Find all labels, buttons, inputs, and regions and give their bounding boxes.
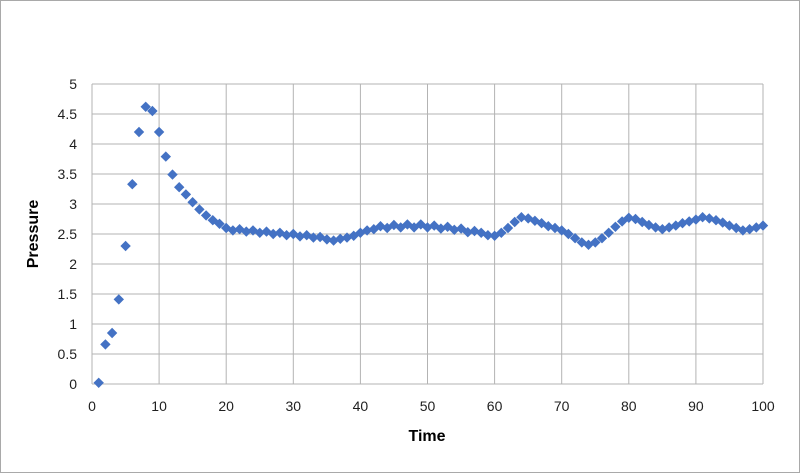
- x-tick-label: 0: [88, 398, 96, 414]
- y-tick-label: 0: [69, 376, 77, 392]
- y-tick-label: 1.5: [57, 286, 77, 302]
- y-tick-label: 1: [69, 316, 77, 332]
- x-tick-label: 60: [486, 398, 503, 414]
- data-point-markers: [93, 101, 769, 388]
- x-tick-label: 70: [553, 398, 570, 414]
- x-tick-label: 40: [352, 398, 369, 414]
- x-tick-label: 80: [621, 398, 637, 414]
- x-tick-label: 10: [151, 398, 167, 414]
- x-tick-label: 100: [751, 398, 775, 414]
- x-tick-label: 30: [285, 398, 302, 414]
- y-tick-label: 3.5: [57, 166, 77, 182]
- y-axis-title: Pressure: [25, 199, 42, 269]
- x-axis-title: Time: [408, 428, 446, 445]
- gridlines: [91, 83, 764, 385]
- x-tick-label: 20: [218, 398, 234, 414]
- pressure-series: [93, 101, 769, 388]
- y-tick-label: 2: [69, 256, 77, 272]
- x-tick-label: 90: [688, 398, 704, 414]
- y-tick-label: 4.5: [57, 106, 77, 122]
- x-tick-label: 50: [419, 398, 436, 414]
- y-tick-label: 0.5: [57, 346, 77, 362]
- y-tick-label: 3: [69, 196, 77, 212]
- y-tick-label: 4: [69, 136, 77, 152]
- y-tick-label: 5: [69, 76, 77, 92]
- y-tick-label: 2.5: [57, 226, 77, 242]
